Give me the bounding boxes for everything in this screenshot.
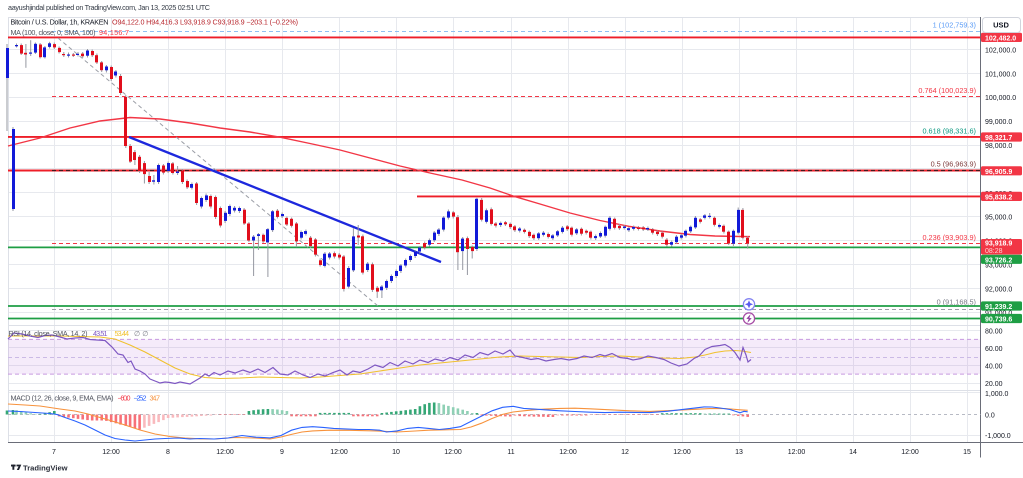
svg-text:11: 11 bbox=[507, 449, 514, 456]
svg-text:0.5 (96,963.9): 0.5 (96,963.9) bbox=[931, 160, 976, 169]
svg-text:92,000.0: 92,000.0 bbox=[985, 286, 1012, 293]
svg-text:98,000.0: 98,000.0 bbox=[985, 143, 1012, 150]
svg-text:0.0: 0.0 bbox=[985, 413, 995, 420]
svg-text:O94,122.0 H94,416.3 L93,918.9: O94,122.0 H94,416.3 L93,918.9 C93,918.9 … bbox=[112, 18, 298, 27]
svg-text:93,726.2: 93,726.2 bbox=[985, 257, 1012, 264]
svg-text:99,000.0: 99,000.0 bbox=[985, 119, 1012, 126]
svg-text:102,482.0: 102,482.0 bbox=[985, 35, 1016, 42]
svg-text:91,239.2: 91,239.2 bbox=[985, 304, 1012, 311]
svg-text:96,905.9: 96,905.9 bbox=[985, 169, 1012, 176]
svg-text:TradingView: TradingView bbox=[23, 464, 68, 473]
svg-text:34.7: 34.7 bbox=[150, 394, 161, 403]
svg-text:12:00: 12:00 bbox=[673, 449, 691, 456]
svg-text:7: 7 bbox=[52, 449, 56, 456]
svg-text:12:00: 12:00 bbox=[901, 449, 919, 456]
svg-text:0.764 (100,023.9): 0.764 (100,023.9) bbox=[918, 86, 976, 95]
svg-text:53.44: 53.44 bbox=[115, 329, 130, 338]
svg-text:94,156.7: 94,156.7 bbox=[99, 28, 129, 37]
svg-text:13: 13 bbox=[735, 449, 743, 456]
svg-text:90,739.6: 90,739.6 bbox=[985, 317, 1012, 324]
svg-text:12:00: 12:00 bbox=[102, 449, 120, 456]
svg-text:95,838.2: 95,838.2 bbox=[985, 194, 1012, 201]
svg-text:12: 12 bbox=[621, 449, 629, 456]
svg-text:60.00: 60.00 bbox=[985, 346, 1003, 353]
svg-text:0.236 (93,903.9): 0.236 (93,903.9) bbox=[922, 233, 976, 242]
svg-text:12:00: 12:00 bbox=[330, 449, 348, 456]
svg-text:98,321.7: 98,321.7 bbox=[985, 135, 1012, 142]
svg-text:08:28: 08:28 bbox=[985, 248, 1003, 255]
svg-text:9: 9 bbox=[280, 449, 284, 456]
svg-text:40.00: 40.00 bbox=[985, 364, 1003, 371]
svg-text:12:00: 12:00 bbox=[216, 449, 234, 456]
svg-text:93,918.9: 93,918.9 bbox=[985, 241, 1012, 248]
svg-text:43.51: 43.51 bbox=[93, 329, 108, 338]
svg-text:-1,000.0: -1,000.0 bbox=[985, 433, 1011, 440]
svg-text:8: 8 bbox=[166, 449, 170, 456]
svg-text:14: 14 bbox=[849, 449, 857, 456]
svg-text:20.00: 20.00 bbox=[985, 381, 1003, 388]
svg-text:102,000.0: 102,000.0 bbox=[985, 47, 1016, 54]
svg-text:USD: USD bbox=[993, 21, 1009, 30]
svg-text:12:00: 12:00 bbox=[559, 449, 577, 456]
svg-text:10: 10 bbox=[392, 449, 400, 456]
svg-text:MA (100, close, 0, SMA, 100): MA (100, close, 0, SMA, 100) bbox=[11, 28, 96, 37]
svg-text:80.00: 80.00 bbox=[985, 328, 1003, 335]
svg-text:RSI (14, close, SMA, 14, 2): RSI (14, close, SMA, 14, 2) bbox=[9, 329, 88, 338]
svg-text:101,000.0: 101,000.0 bbox=[985, 71, 1016, 78]
svg-text:95,000.0: 95,000.0 bbox=[985, 215, 1012, 222]
svg-text:1,000.0: 1,000.0 bbox=[985, 391, 1008, 398]
svg-text:MACD (12, 26, close, 9, EMA, E: MACD (12, 26, close, 9, EMA, EMA) bbox=[11, 394, 114, 403]
svg-text:0 (91,168.5): 0 (91,168.5) bbox=[937, 298, 976, 307]
svg-text:12:00: 12:00 bbox=[788, 449, 806, 456]
svg-text:−25.2: −25.2 bbox=[134, 394, 147, 403]
svg-text:15: 15 bbox=[963, 449, 971, 456]
svg-text:93,000.0: 93,000.0 bbox=[985, 263, 1012, 270]
svg-text:12:00: 12:00 bbox=[444, 449, 462, 456]
svg-text:0.618 (98,331.6): 0.618 (98,331.6) bbox=[922, 127, 976, 136]
svg-text:∅ ∅: ∅ ∅ bbox=[134, 329, 149, 338]
svg-text:−60.0: −60.0 bbox=[118, 394, 131, 403]
svg-text:aayushjindal published on Trad: aayushjindal published on TradingView.co… bbox=[8, 3, 210, 12]
svg-text:100,000.0: 100,000.0 bbox=[985, 95, 1016, 102]
svg-text:1 (102,759.3): 1 (102,759.3) bbox=[933, 21, 976, 30]
svg-text:Bitcoin / U.S. Dollar, 1h, KRA: Bitcoin / U.S. Dollar, 1h, KRAKEN bbox=[11, 18, 109, 27]
